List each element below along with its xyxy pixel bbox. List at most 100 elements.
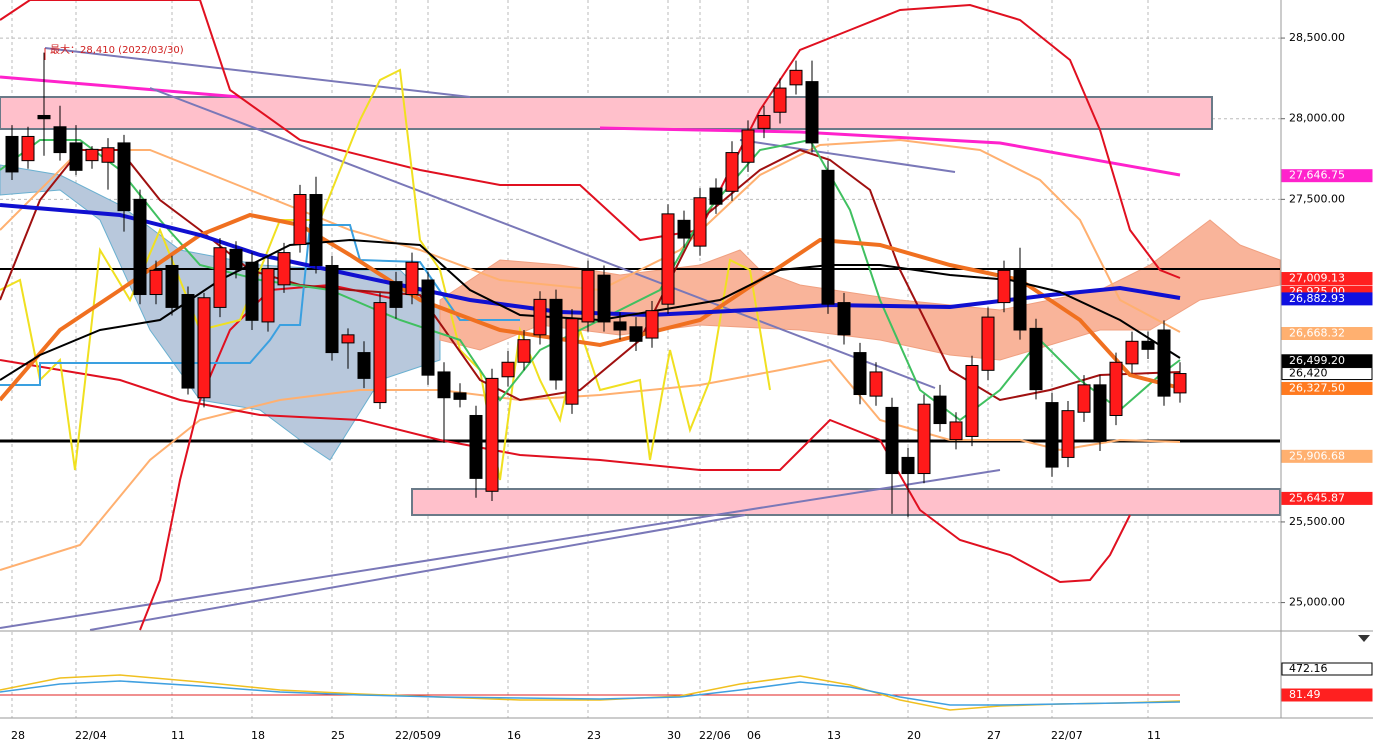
- candle-body: [229, 248, 243, 270]
- ma-line: [0, 138, 1181, 422]
- candle-body: [661, 213, 675, 305]
- candle-body: [341, 334, 355, 344]
- band-line: [0, 138, 1181, 333]
- price-tag-label: 26,420: [1289, 367, 1328, 380]
- x-tick-label: 23: [587, 729, 601, 742]
- candle-body: [101, 147, 115, 163]
- candle-body: [837, 302, 851, 336]
- indicator-tag-label: 81.49: [1289, 688, 1321, 701]
- lower-tags: 472.16 81.49: [1281, 662, 1373, 702]
- trendline: [149, 87, 936, 389]
- candle-body: [917, 403, 931, 475]
- x-tick-label: 22/07: [1051, 729, 1083, 742]
- band-line: [0, 0, 1181, 279]
- candle-body: [725, 152, 739, 192]
- candle-body: [437, 371, 451, 399]
- candle-body: [293, 194, 307, 246]
- price-tag-label: 26,499.20: [1289, 354, 1345, 367]
- candle-body: [133, 198, 147, 296]
- candle-body: [933, 395, 947, 425]
- price-tag-label: 25,645.87: [1289, 491, 1345, 504]
- price-tag: [1281, 292, 1373, 306]
- candle-body: [181, 294, 195, 389]
- candle-body: [805, 81, 819, 144]
- x-tick-label: 13: [827, 729, 841, 742]
- candle-body: [549, 298, 563, 381]
- candle-body: [517, 339, 531, 363]
- price-tag: [1281, 354, 1373, 368]
- candle-body: [1141, 340, 1155, 350]
- candle-body: [389, 281, 403, 308]
- trendline: [739, 139, 956, 173]
- x-tick-label: 22/05: [395, 729, 427, 742]
- indicator-tag: [1281, 662, 1373, 676]
- x-axis: 28 22/04 11 18 25 22/05 09 16 23 30 22/06 06 13 20 27 2…: [11, 729, 1161, 742]
- price-tags: 25,000.00 25,500.00 27,500.00 28,000.00 28,5…: [1281, 31, 1373, 609]
- candle-body: [357, 352, 371, 379]
- lagging-line: [139, 283, 401, 631]
- candle-body: [37, 114, 51, 120]
- candle-body: [901, 456, 915, 475]
- x-tick-label: 27: [987, 729, 1001, 742]
- candle-body: [613, 321, 627, 331]
- x-tick-label: 18: [251, 729, 265, 742]
- x-tick-label: 06: [747, 729, 761, 742]
- span-line: [0, 224, 520, 386]
- candle-body: [469, 414, 483, 479]
- candle-body: [213, 247, 227, 308]
- candle-body: [757, 114, 771, 129]
- candle-body: [277, 252, 291, 286]
- price-tag: [1281, 272, 1373, 286]
- candle-body: [245, 261, 259, 321]
- candle-body: [597, 274, 611, 323]
- candle-body: [325, 264, 339, 354]
- candle-body: [165, 264, 179, 308]
- candle-body: [1077, 384, 1091, 413]
- x-tick-label: 28: [11, 729, 25, 742]
- candle-body: [1013, 269, 1027, 331]
- y-tick-label: 28,000.00: [1289, 112, 1345, 125]
- dropdown-arrow[interactable]: [1358, 635, 1370, 642]
- candle-body: [421, 279, 435, 376]
- candle-body: [1093, 384, 1107, 442]
- price-tag: [1281, 449, 1373, 463]
- candle-body: [853, 352, 867, 396]
- candle-body: [581, 269, 595, 323]
- candle-body: [1045, 402, 1059, 468]
- price-tag-label: 26,882.93: [1289, 292, 1345, 305]
- candle-body: [629, 326, 643, 342]
- y-tick-label: 25,000.00: [1289, 596, 1345, 609]
- candle-body: [5, 135, 19, 173]
- x-tick-label: 25: [331, 729, 345, 742]
- candle-body: [69, 142, 83, 171]
- candle-body: [85, 148, 99, 162]
- candle-body: [1173, 373, 1187, 394]
- x-tick-label: 11: [171, 729, 185, 742]
- ma-line: [599, 126, 1181, 177]
- band-line: [0, 359, 1131, 584]
- x-tick-label: 11: [1147, 729, 1161, 742]
- ma-line: [0, 75, 241, 99]
- candle-body: [789, 69, 803, 86]
- ma-line: [0, 148, 1181, 402]
- candle-body: [821, 169, 835, 305]
- band-line: [0, 358, 1181, 571]
- candles: [5, 52, 1187, 518]
- candle-body: [949, 421, 963, 441]
- candle-body: [1061, 410, 1075, 458]
- candle-body: [981, 316, 995, 371]
- x-tick-label: 22/06: [699, 729, 731, 742]
- trendline: [44, 47, 471, 98]
- price-tag-label: 26,668.32: [1289, 326, 1345, 339]
- candle-body: [693, 197, 707, 247]
- trendline: [0, 469, 1001, 629]
- candle-body: [501, 361, 515, 378]
- price-tag-label: 26,327.50: [1289, 381, 1345, 394]
- candle-body: [405, 261, 419, 296]
- price-tag: [1281, 381, 1373, 395]
- candle-body: [645, 310, 659, 339]
- support-zone: [411, 488, 1281, 516]
- candle-body: [1109, 361, 1123, 416]
- price-tag: [1281, 326, 1373, 340]
- candle-body: [1125, 340, 1139, 365]
